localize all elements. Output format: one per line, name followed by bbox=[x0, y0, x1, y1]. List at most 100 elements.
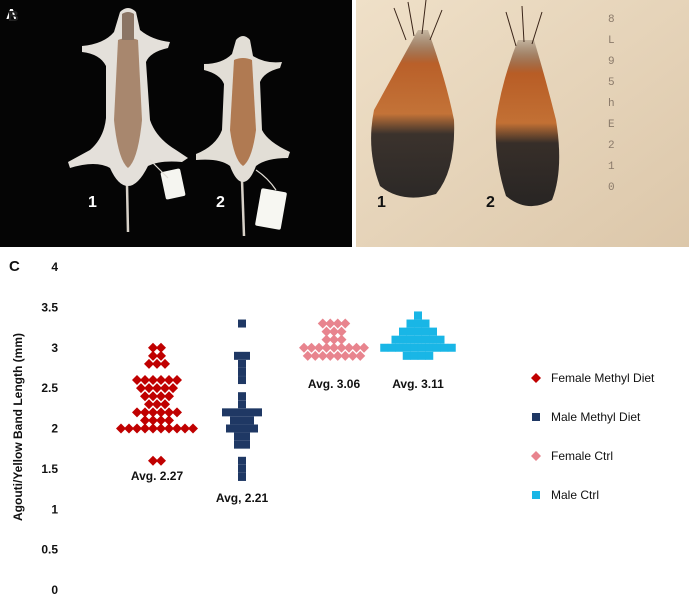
data-point bbox=[302, 350, 313, 361]
data-point bbox=[238, 359, 246, 368]
data-point bbox=[250, 424, 258, 433]
data-point bbox=[238, 376, 246, 385]
data-point bbox=[325, 350, 336, 361]
data-point bbox=[140, 415, 150, 426]
hair-tuft-2 bbox=[495, 5, 560, 207]
data-point bbox=[417, 343, 426, 352]
data-point bbox=[421, 319, 430, 328]
hair-photo: 8 L 9 5 h E 2 1 0 bbox=[356, 0, 689, 247]
data-point bbox=[140, 375, 150, 386]
data-point bbox=[152, 399, 162, 410]
data-point bbox=[414, 327, 422, 336]
data-point bbox=[148, 350, 158, 361]
data-point bbox=[238, 392, 246, 401]
data-point bbox=[432, 343, 441, 352]
data-point bbox=[144, 399, 154, 410]
data-point bbox=[148, 423, 158, 434]
legend-label: Female Methyl Diet bbox=[551, 371, 655, 385]
data-point bbox=[156, 375, 166, 386]
y-axis-label: Agouti/Yellow Band Length (mm) bbox=[11, 333, 25, 521]
data-point bbox=[406, 327, 415, 336]
legend-label: Male Ctrl bbox=[551, 488, 599, 502]
data-point bbox=[132, 375, 142, 386]
data-point bbox=[421, 327, 430, 336]
data-point bbox=[156, 342, 166, 353]
legend-marker bbox=[531, 373, 541, 383]
data-point bbox=[168, 383, 178, 394]
data-point bbox=[238, 367, 246, 376]
data-point bbox=[132, 423, 142, 434]
data-point bbox=[238, 408, 246, 417]
data-point bbox=[164, 375, 174, 386]
data-point bbox=[406, 319, 415, 328]
data-point bbox=[148, 342, 158, 353]
data-point bbox=[242, 351, 250, 360]
data-point bbox=[332, 318, 343, 329]
data-point bbox=[234, 424, 242, 433]
data-point bbox=[321, 342, 332, 353]
data-point bbox=[317, 350, 328, 361]
data-point bbox=[148, 391, 158, 402]
data-point bbox=[156, 415, 166, 426]
data-point bbox=[417, 351, 426, 360]
legend-label: Male Methyl Diet bbox=[551, 410, 641, 424]
data-point bbox=[116, 423, 126, 434]
data-point bbox=[395, 343, 404, 352]
pelt-2 bbox=[196, 36, 290, 237]
data-point bbox=[429, 327, 437, 336]
series-4-points bbox=[380, 311, 456, 360]
data-point bbox=[238, 400, 246, 409]
data-point bbox=[234, 432, 242, 441]
data-point bbox=[246, 408, 254, 417]
data-point bbox=[332, 350, 343, 361]
data-point bbox=[156, 350, 166, 361]
legend-marker bbox=[532, 491, 540, 499]
data-point bbox=[387, 343, 396, 352]
data-point bbox=[144, 383, 154, 394]
data-point bbox=[329, 334, 339, 345]
data-point bbox=[340, 318, 351, 329]
data-point bbox=[164, 415, 174, 426]
data-point bbox=[156, 391, 166, 402]
data-point bbox=[136, 383, 146, 394]
data-point bbox=[425, 343, 434, 352]
data-point bbox=[402, 351, 411, 360]
data-point bbox=[160, 399, 170, 410]
hair-illustration: 8 L 9 5 h E 2 1 0 bbox=[356, 0, 689, 247]
panel-letter-c: C bbox=[9, 258, 20, 275]
y-tick-label: 0 bbox=[51, 583, 58, 597]
data-point bbox=[436, 335, 445, 344]
average-label: Avg, 2.21 bbox=[216, 491, 269, 505]
ruler-mark: h bbox=[608, 98, 615, 110]
ruler-mark: 1 bbox=[608, 161, 615, 173]
data-point bbox=[132, 407, 142, 418]
data-point bbox=[148, 455, 158, 466]
legend-marker bbox=[531, 451, 541, 461]
data-point bbox=[156, 423, 166, 434]
data-point bbox=[314, 342, 324, 353]
data-point bbox=[399, 327, 407, 336]
data-point bbox=[172, 423, 182, 434]
legend: Female Methyl Diet Male Methyl Diet Female… bbox=[531, 371, 655, 502]
data-point bbox=[238, 456, 246, 465]
data-point bbox=[429, 335, 437, 344]
data-point bbox=[410, 343, 419, 352]
data-point bbox=[148, 407, 158, 418]
y-tick-label: 1.5 bbox=[41, 462, 58, 476]
hair-tuft-1 bbox=[371, 0, 455, 198]
data-point bbox=[230, 416, 238, 425]
data-point bbox=[299, 342, 309, 353]
data-point bbox=[406, 335, 415, 344]
data-point bbox=[325, 318, 336, 329]
y-tick-label: 4 bbox=[51, 260, 58, 274]
data-point bbox=[351, 342, 362, 353]
data-point bbox=[222, 408, 230, 417]
series-2-points bbox=[222, 319, 262, 481]
data-point bbox=[234, 440, 242, 449]
data-point bbox=[317, 318, 328, 329]
y-tick-label: 1 bbox=[51, 502, 58, 516]
data-point bbox=[440, 343, 449, 352]
data-point bbox=[156, 455, 166, 466]
ruler-mark: 5 bbox=[608, 77, 615, 89]
data-point bbox=[242, 424, 250, 433]
